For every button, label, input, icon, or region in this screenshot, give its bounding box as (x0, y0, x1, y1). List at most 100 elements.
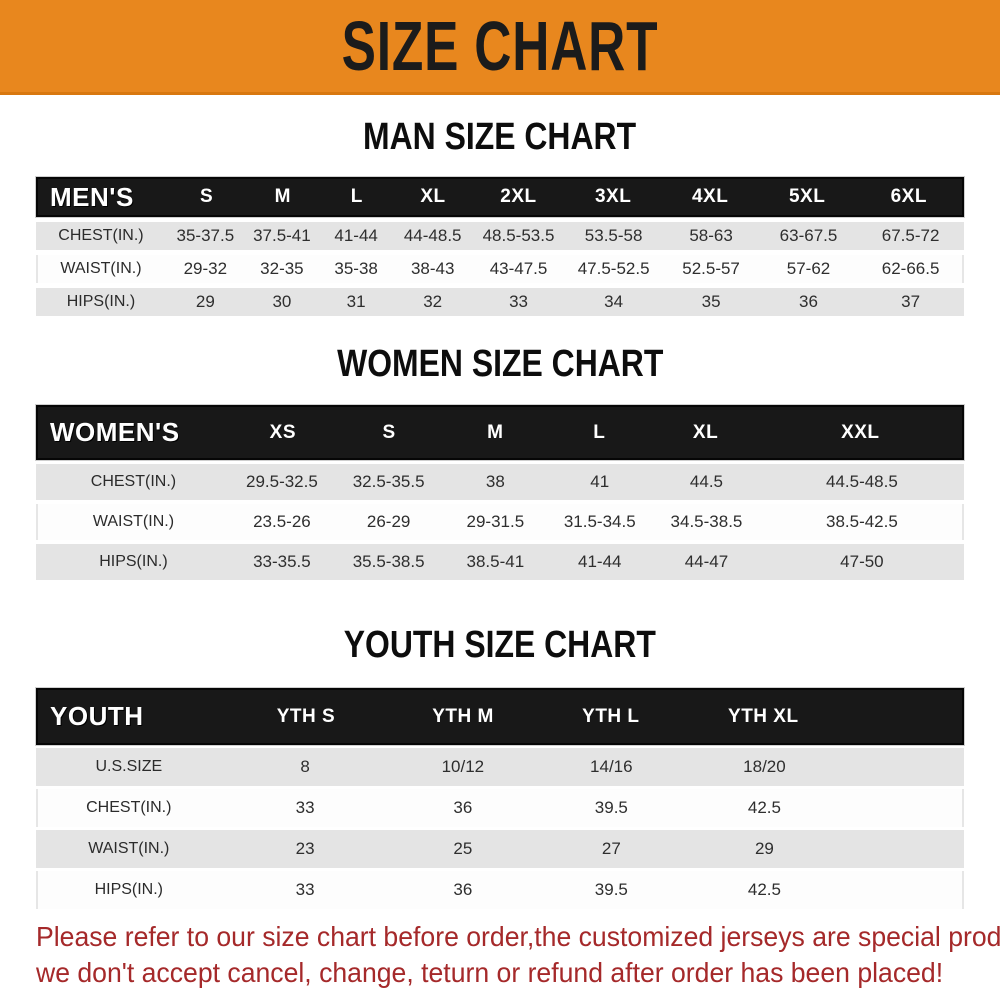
measurement-value: 44-48.5 (403, 226, 462, 245)
size-column-header: YTH S (276, 705, 336, 727)
measurement-value: 43-47.5 (489, 259, 548, 278)
size-column-header: L (350, 186, 363, 207)
measurement-label: HIPS(IN.) (66, 293, 136, 310)
measurement-value: 29 (754, 839, 774, 858)
measurement-value: 57-62 (786, 259, 831, 278)
size-column-header: XXL (841, 421, 880, 443)
banner-title: SIZE CHART (341, 7, 659, 85)
women-section-heading: WOMEN SIZE CHART (336, 343, 664, 385)
measurement-value: 23.5-26 (253, 512, 311, 531)
measurement-value: 34.5-38.5 (670, 512, 743, 531)
measurement-value: 33 (295, 798, 315, 817)
table-row: HIPS(IN.) 33 36 39.5 42.5 (36, 871, 964, 909)
measurement-value: 63-67.5 (779, 226, 838, 245)
measurement-value: 34 (604, 292, 624, 311)
measurement-value: 44-47 (684, 552, 729, 571)
measurement-label: CHEST(IN.) (86, 799, 172, 816)
measurement-label: WAIST(IN.) (88, 840, 170, 857)
measurement-value: 31.5-34.5 (563, 512, 636, 531)
men-size-table: MEN'S S M L XL 2XL 3XL 4XL 5XL 6XL CHEST(IN.) 35-37… (36, 177, 964, 316)
size-column-header: YTH XL (728, 705, 799, 727)
measurement-label: WAIST(IN.) (92, 513, 175, 530)
measurement-value: 35-37.5 (176, 226, 235, 245)
measurement-value: 31 (346, 292, 366, 311)
measurement-value: 41-44 (578, 552, 622, 571)
measurement-value: 18/20 (743, 757, 786, 776)
banner: SIZE CHART (0, 0, 1000, 95)
measurement-value: 10/12 (441, 757, 485, 776)
table-row: WAIST(IN.) 29-32 32-35 35-38 38-43 43-47.5 47.… (36, 255, 964, 283)
measurement-value: 52.5-57 (682, 259, 740, 278)
table-row: CHEST(IN.) 35-37.5 37.5-41 41-44 44-48.5 48.5… (36, 222, 964, 250)
measurement-value: 32-35 (260, 259, 304, 278)
measurement-value: 29-31.5 (466, 512, 525, 531)
measurement-label: HIPS(IN.) (94, 881, 164, 898)
measurement-value: 35 (701, 292, 721, 311)
measurement-value: 8 (300, 757, 310, 776)
measurement-value: 30 (272, 292, 292, 311)
measurement-value: 37 (901, 292, 921, 311)
measurement-value: 25 (453, 839, 473, 858)
women-size-table: WOMEN'S XS S M L XL XXL CHEST(IN.) 29.5-32.5 32.5… (36, 405, 964, 580)
measurement-value: 58-63 (689, 226, 733, 245)
size-column-header: L (593, 421, 606, 443)
measurement-value: 47-50 (840, 552, 884, 571)
measurement-value: 32 (423, 292, 443, 311)
measurement-value: 35-38 (334, 259, 378, 278)
measurement-value: 44.5 (689, 472, 724, 491)
measurement-value: 32.5-35.5 (352, 472, 425, 491)
measurement-value: 33 (295, 880, 315, 899)
measurement-value: 62-66.5 (881, 259, 940, 278)
table-title-cell: YOUTH (50, 701, 144, 731)
measurement-value: 26-29 (366, 512, 411, 531)
measurement-value: 37.5-41 (253, 226, 311, 245)
man-section-heading: MAN SIZE CHART (363, 116, 637, 158)
measurement-value: 39.5 (594, 798, 628, 817)
table-row: CHEST(IN.) 33 36 39.5 42.5 (36, 789, 964, 827)
size-column-header: 4XL (691, 186, 729, 207)
size-column-header: 5XL (788, 186, 826, 207)
size-column-header: 6XL (890, 186, 927, 207)
measurement-value: 67.5-72 (881, 226, 940, 245)
measurement-value: 53.5-58 (584, 226, 643, 245)
youth-section-heading: YOUTH SIZE CHART (343, 624, 657, 666)
measurement-value: 38-43 (410, 259, 455, 278)
measurement-value: 42.5 (747, 798, 781, 817)
measurement-value: 41 (590, 472, 610, 491)
measurement-label: HIPS(IN.) (99, 553, 168, 570)
measurement-value: 35.5-38.5 (352, 552, 425, 571)
measurement-value: 33 (509, 292, 528, 311)
disclaimer: Please refer to our size chart before or… (36, 919, 1000, 991)
measurement-label: WAIST(IN.) (60, 260, 142, 277)
size-column-header: YTH L (582, 705, 640, 727)
measurement-value: 36 (453, 880, 473, 899)
size-column-header: XL (420, 186, 446, 207)
measurement-value: 38 (485, 472, 505, 491)
table-header-row: WOMEN'S XS S M L XL XXL (36, 405, 964, 460)
measurement-value: 29.5-32.5 (245, 472, 318, 491)
measurement-label: U.S.SIZE (95, 758, 163, 775)
measurement-value: 38.5-42.5 (825, 512, 898, 531)
size-column-header: S (200, 186, 214, 207)
measurement-value: 36 (799, 292, 818, 311)
table-header-row: MEN'S S M L XL 2XL 3XL 4XL 5XL 6XL (36, 177, 964, 217)
size-column-header: M (487, 421, 504, 443)
youth-size-table: YOUTH YTH S YTH M YTH L YTH XL U.S.SIZE 8 10/12… (36, 688, 964, 909)
measurement-value: 38.5-41 (466, 552, 525, 571)
measurement-value: 14/16 (590, 757, 633, 776)
measurement-value: 29 (195, 292, 215, 311)
size-column-header: 2XL (500, 186, 537, 207)
measurement-value: 48.5-53.5 (482, 226, 555, 245)
size-column-header: XS (269, 421, 297, 443)
measurement-value: 44.5-48.5 (825, 472, 898, 491)
disclaimer-line-2: we don't accept cancel, change, teturn o… (36, 957, 944, 988)
table-row: WAIST(IN.) 23 25 27 29 (36, 830, 964, 868)
table-row: U.S.SIZE 8 10/12 14/16 18/20 (36, 748, 964, 786)
table-row: WAIST(IN.) 23.5-26 26-29 29-31.5 31.5-34.5 34… (36, 504, 964, 540)
measurement-value: 36 (453, 798, 473, 817)
size-column-header: 3XL (594, 186, 632, 207)
table-title-cell: WOMEN'S (50, 417, 180, 447)
measurement-value: 29-32 (183, 259, 228, 278)
size-column-header: S (382, 421, 396, 443)
